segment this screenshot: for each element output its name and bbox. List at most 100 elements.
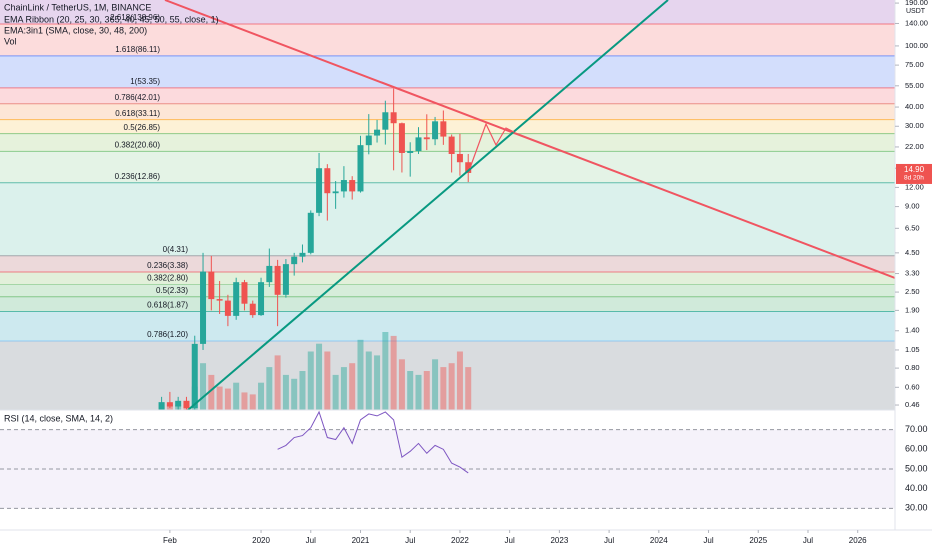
indicator: Vol xyxy=(4,36,17,46)
indicator: EMA Ribbon (20, 25, 30, 365, 40, 45, 50,… xyxy=(4,14,219,24)
fib-band xyxy=(0,119,895,134)
volume-bar xyxy=(407,371,414,410)
rsi-tick-label: 50.00 xyxy=(905,463,928,473)
rsi-title: RSI (14, close, SMA, 14, 2) xyxy=(4,413,113,423)
volume-bar xyxy=(432,359,439,410)
y-tick-label: 1.05 xyxy=(905,345,920,354)
y-tick-label: 40.00 xyxy=(905,102,924,111)
fib-band xyxy=(0,23,895,56)
x-tick-label: 2021 xyxy=(352,536,370,545)
volume-bar xyxy=(216,386,223,410)
x-tick-label: 2026 xyxy=(849,536,867,545)
fib-band xyxy=(0,87,895,104)
rsi-tick-label: 40.00 xyxy=(905,483,928,493)
fib-label: 1.618(86.11) xyxy=(115,45,160,54)
fib-band xyxy=(0,341,895,410)
fib-label: 0(4.31) xyxy=(163,245,189,254)
volume-bar xyxy=(374,355,381,410)
candle-body xyxy=(382,112,389,130)
currency: USDT xyxy=(906,8,926,15)
fib-label: 0.236(12.86) xyxy=(115,172,161,181)
volume-pane xyxy=(158,332,472,410)
y-tick-label: 2.50 xyxy=(905,287,920,296)
rsi-tick-label: 70.00 xyxy=(905,424,928,434)
candle-body xyxy=(340,180,347,192)
y-tick-label: 9.00 xyxy=(905,202,920,211)
rsi xyxy=(0,410,895,509)
price-tag xyxy=(896,163,932,184)
projection-arrow xyxy=(469,122,515,169)
candle-body xyxy=(407,151,414,153)
volume-bar xyxy=(324,351,331,410)
y-tick-label: 55.00 xyxy=(905,81,924,90)
volume-bar xyxy=(456,351,463,410)
fib-label: 0.236(3.38) xyxy=(147,261,188,270)
fib-label: 0.618(33.11) xyxy=(115,109,160,118)
candle-body xyxy=(183,400,190,408)
x-tick-label: 2025 xyxy=(749,536,767,545)
y-tick-label: 1.40 xyxy=(905,326,920,335)
candle-body xyxy=(390,112,397,124)
x-tick-label: Jul xyxy=(505,536,515,545)
x-tick-label: Jul xyxy=(405,536,415,545)
fib-label: 0.618(1.87) xyxy=(147,301,188,310)
fib-label: 0.786(1.20) xyxy=(147,330,188,339)
candle-body xyxy=(200,271,207,344)
fib-band xyxy=(0,151,895,183)
fib-band xyxy=(0,182,895,256)
y-tick-label: 3.30 xyxy=(905,269,920,278)
volume-bar xyxy=(365,351,372,410)
volume-bar xyxy=(390,335,397,410)
fib-label: 0.5(26.85) xyxy=(124,123,161,132)
x-tick-label: Jul xyxy=(703,536,713,545)
fib-label: 0.786(42.01) xyxy=(115,93,161,102)
candle-body xyxy=(374,129,381,136)
candles xyxy=(158,88,472,412)
x-tick-label: Feb xyxy=(163,536,177,545)
y-tick-label: 0.60 xyxy=(905,382,920,391)
candle-body xyxy=(266,265,273,283)
volume-bar xyxy=(357,339,364,410)
fib-band xyxy=(0,133,895,152)
x-tick-label: Jul xyxy=(604,536,614,545)
indicator: EMA:3in1 (SMA, close, 30, 48, 200) xyxy=(4,25,147,35)
volume-bar xyxy=(448,363,455,410)
candle-body xyxy=(175,400,182,407)
volume-bar xyxy=(423,371,430,410)
volume-bar xyxy=(282,374,289,410)
y-tick-label: 12.00 xyxy=(905,182,924,191)
volume-bar xyxy=(349,363,356,410)
volume-bar xyxy=(208,374,215,410)
x-tick-label: 2020 xyxy=(252,536,270,545)
volume-bar xyxy=(398,359,405,410)
axes: 70.00 60.00 50.00 40.00 30.00 190.00 140.00 100… xyxy=(163,0,932,545)
volume-bar xyxy=(200,363,207,410)
y-tick-label: 75.00 xyxy=(905,60,924,69)
volume-bar xyxy=(274,355,281,410)
volume-bar xyxy=(382,332,389,410)
y-tick-label: 0.46 xyxy=(905,400,920,409)
fib-band xyxy=(0,271,895,285)
candle-body xyxy=(216,299,223,301)
candle-body xyxy=(415,137,422,152)
candle-body xyxy=(423,137,430,140)
candle-body xyxy=(299,252,306,257)
candle-body xyxy=(158,402,165,412)
volume-bar xyxy=(465,367,472,410)
candle-body xyxy=(440,121,447,137)
candle-body xyxy=(332,191,339,194)
fib-label: 1(53.35) xyxy=(130,77,160,86)
candle-body xyxy=(357,145,364,192)
candle-body xyxy=(365,135,372,146)
rsi-tick-label: 60.00 xyxy=(905,444,928,454)
candle-body xyxy=(282,264,289,295)
y-tick-label: 1.90 xyxy=(905,305,920,314)
candle-body xyxy=(224,300,231,316)
countdown: 8d 20h xyxy=(904,175,924,182)
y-tick-label: 0.80 xyxy=(905,363,920,372)
fib-label: 0.382(2.80) xyxy=(147,274,188,283)
candle-body xyxy=(465,162,472,173)
y-tick-label: 190.00 xyxy=(905,0,928,7)
fib-label: 0.5(2.33) xyxy=(156,286,188,295)
fib-band xyxy=(0,0,895,24)
